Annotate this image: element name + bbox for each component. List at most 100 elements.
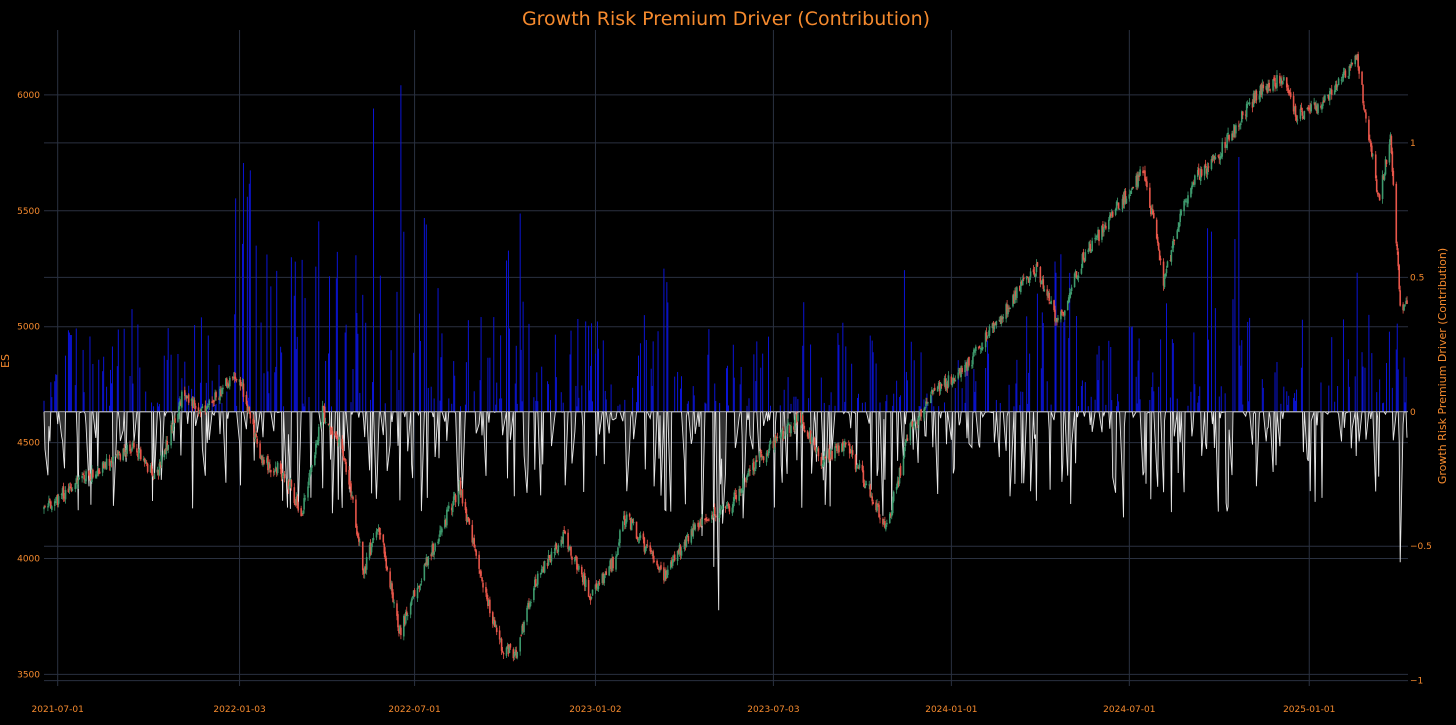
candle-body: [364, 566, 367, 570]
candle-down: [450, 503, 453, 516]
candle-down: [392, 589, 394, 603]
candle-down: [471, 520, 474, 546]
candle-down: [358, 532, 360, 546]
candle-up: [109, 460, 112, 471]
candle-body: [1101, 225, 1103, 240]
candle-up: [1389, 132, 1392, 146]
candle-down: [349, 480, 351, 487]
candle-down: [1279, 73, 1281, 87]
candle-body: [212, 401, 214, 403]
candle-body: [739, 488, 741, 493]
candle-down: [665, 567, 667, 581]
candle-body: [967, 358, 969, 371]
candle-down: [570, 546, 572, 558]
candle-body: [489, 599, 491, 614]
candle-body: [303, 498, 305, 510]
candle-body: [1041, 280, 1044, 282]
candle-down: [1357, 51, 1359, 71]
candle-up: [1070, 284, 1073, 295]
candle-up: [208, 398, 211, 410]
candle-up: [447, 505, 449, 512]
candle-down: [382, 533, 385, 545]
candle-body: [624, 520, 627, 527]
candle-body: [1371, 145, 1373, 157]
candle-down: [242, 379, 245, 402]
candle-down: [413, 588, 416, 597]
candle-body: [1027, 278, 1030, 283]
candle-body: [1334, 84, 1337, 92]
candle-up: [830, 448, 832, 460]
candle-body: [1054, 309, 1056, 322]
candle-body: [1084, 252, 1087, 261]
candle-body: [269, 464, 271, 469]
candle-up: [892, 490, 895, 503]
candle-down: [239, 376, 242, 391]
candle-body: [335, 435, 338, 439]
candle-up: [637, 537, 640, 544]
candle-body: [438, 538, 440, 542]
candle-body: [468, 518, 471, 525]
candle-down: [706, 517, 708, 523]
candle-body: [680, 550, 683, 556]
candle-body: [1172, 238, 1175, 248]
candle-down: [88, 470, 90, 477]
candle-down: [575, 555, 577, 560]
candle-down: [670, 557, 673, 568]
candle-up: [241, 378, 244, 390]
candle-body: [358, 536, 360, 542]
chart-title: Growth Risk Premium Driver (Contribution…: [522, 8, 930, 30]
candle-body: [985, 331, 988, 340]
candle-body: [338, 439, 341, 442]
candle-body: [616, 554, 618, 557]
candle-down: [838, 442, 840, 457]
candle-up: [315, 440, 317, 459]
candle-up: [1067, 294, 1070, 304]
candle-body: [1372, 154, 1374, 156]
candle-body: [472, 540, 475, 543]
candle-up: [888, 511, 891, 524]
candle-up: [1267, 79, 1269, 94]
candle-up: [954, 375, 957, 382]
candle-down: [1062, 311, 1064, 317]
candle-up: [630, 516, 633, 531]
candle-up: [667, 565, 669, 579]
candle-body: [747, 473, 749, 476]
candle-body: [1009, 307, 1011, 309]
candle-up: [1214, 152, 1217, 160]
candle-up: [1064, 309, 1066, 320]
candle-body: [406, 615, 409, 617]
candle-up: [254, 432, 256, 443]
candle-up: [1151, 204, 1153, 216]
candle-up: [1341, 74, 1344, 83]
candle-down: [1406, 296, 1408, 305]
candle-body: [1342, 71, 1345, 79]
candle-up: [964, 359, 966, 377]
candle-body: [691, 530, 694, 536]
candle-body: [712, 509, 715, 514]
candle-body: [1381, 175, 1384, 199]
candle-body: [815, 448, 818, 452]
candle-body: [1389, 134, 1392, 145]
candle-up: [957, 367, 960, 380]
candle-up: [904, 439, 907, 452]
candle-down: [1308, 105, 1311, 114]
candle-down: [404, 613, 406, 627]
candle-up: [1225, 144, 1227, 148]
candle-body: [991, 323, 994, 329]
candle-body: [699, 520, 701, 527]
candle-body: [773, 436, 776, 451]
candle-down: [1033, 267, 1036, 278]
candle-up: [1128, 189, 1131, 202]
candle-down: [212, 399, 214, 407]
candle-down: [1111, 210, 1114, 218]
candle-body: [103, 461, 106, 466]
candle-down: [561, 536, 564, 544]
candle-body: [631, 519, 634, 523]
candle-down: [646, 539, 649, 549]
candle-body: [878, 504, 880, 517]
candle-up: [973, 347, 975, 357]
candle-body: [947, 375, 950, 387]
candle-up: [584, 575, 587, 591]
candle-up: [409, 601, 412, 619]
candle-body: [444, 519, 446, 528]
